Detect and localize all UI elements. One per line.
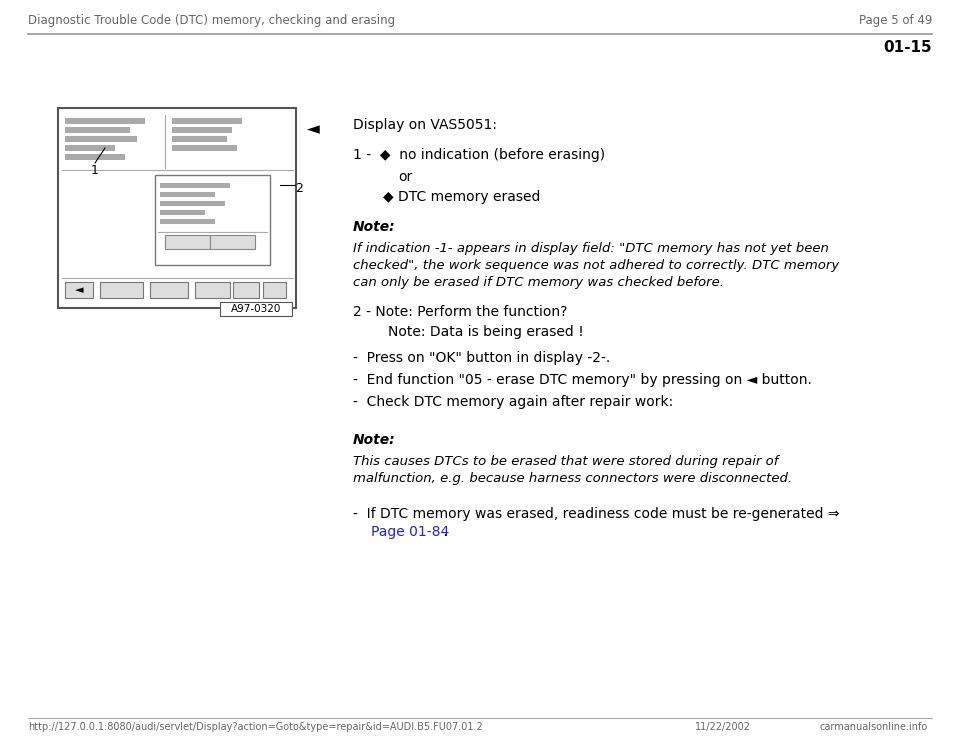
Text: Page 01-84: Page 01-84 [371, 525, 449, 539]
Text: Page 5 of 49: Page 5 of 49 [858, 14, 932, 27]
Text: Note:: Note: [353, 220, 396, 234]
Bar [160, 210, 205, 215]
Text: -  Check DTC memory again after repair work:: - Check DTC memory again after repair wo… [353, 395, 673, 409]
Text: Note: Data is being erased !: Note: Data is being erased ! [388, 325, 584, 339]
Text: -  If DTC memory was erased, readiness code must be re-generated ⇒: - If DTC memory was erased, readiness co… [353, 507, 839, 521]
Text: .: . [439, 525, 447, 539]
Bar [233, 282, 259, 298]
Bar [65, 136, 137, 142]
Bar [160, 219, 215, 224]
Bar [160, 183, 230, 188]
Bar [65, 127, 130, 133]
Text: -  End function "05 - erase DTC memory" by pressing on ◄ button.: - End function "05 - erase DTC memory" b… [353, 373, 812, 387]
Text: malfunction, e.g. because harness connectors were disconnected.: malfunction, e.g. because harness connec… [353, 472, 792, 485]
Bar [210, 235, 255, 249]
Bar [155, 175, 270, 265]
Text: 2 - Note: Perform the function?: 2 - Note: Perform the function? [353, 305, 567, 319]
Bar [172, 145, 237, 151]
Text: 11/22/2002: 11/22/2002 [695, 722, 751, 732]
Text: Note:: Note: [353, 433, 396, 447]
Text: ◄: ◄ [75, 285, 84, 295]
Bar [263, 282, 286, 298]
Text: 2: 2 [295, 182, 302, 195]
Bar [172, 118, 242, 124]
Bar [172, 136, 227, 142]
Bar [160, 201, 225, 206]
Text: Display on VAS5051:: Display on VAS5051: [353, 118, 497, 132]
Text: 1 -  ◆  no indication (before erasing): 1 - ◆ no indication (before erasing) [353, 148, 605, 162]
Text: Diagnostic Trouble Code (DTC) memory, checking and erasing: Diagnostic Trouble Code (DTC) memory, ch… [28, 14, 396, 27]
Bar [165, 235, 210, 249]
Bar [150, 282, 188, 298]
Text: 1: 1 [91, 164, 99, 177]
Bar [65, 154, 125, 160]
Text: carmanualsonline.info: carmanualsonline.info [820, 722, 928, 732]
Text: This causes DTCs to be erased that were stored during repair of: This causes DTCs to be erased that were … [353, 455, 779, 468]
Text: A97-0320: A97-0320 [230, 304, 281, 314]
Bar [220, 302, 292, 316]
Text: or: or [398, 170, 412, 184]
Text: If indication -1- appears in display field: "DTC memory has not yet been: If indication -1- appears in display fie… [353, 242, 828, 255]
Text: 01-15: 01-15 [883, 40, 932, 55]
Text: -  Press on "OK" button in display -2-.: - Press on "OK" button in display -2-. [353, 351, 611, 365]
Text: can only be erased if DTC memory was checked before.: can only be erased if DTC memory was che… [353, 276, 724, 289]
Bar [160, 192, 215, 197]
Bar [195, 282, 230, 298]
Text: checked", the work sequence was not adhered to correctly. DTC memory: checked", the work sequence was not adhe… [353, 259, 839, 272]
Bar [65, 145, 115, 151]
Bar [65, 118, 145, 124]
Text: ◄: ◄ [306, 120, 320, 138]
Bar [65, 282, 93, 298]
Bar [100, 282, 143, 298]
Bar [172, 127, 232, 133]
Text: ◆ DTC memory erased: ◆ DTC memory erased [383, 190, 540, 204]
Text: http://127.0.0.1:8080/audi/servlet/Display?action=Goto&type=repair&id=AUDI.B5.FU: http://127.0.0.1:8080/audi/servlet/Displ… [28, 722, 483, 732]
Bar [58, 108, 296, 308]
